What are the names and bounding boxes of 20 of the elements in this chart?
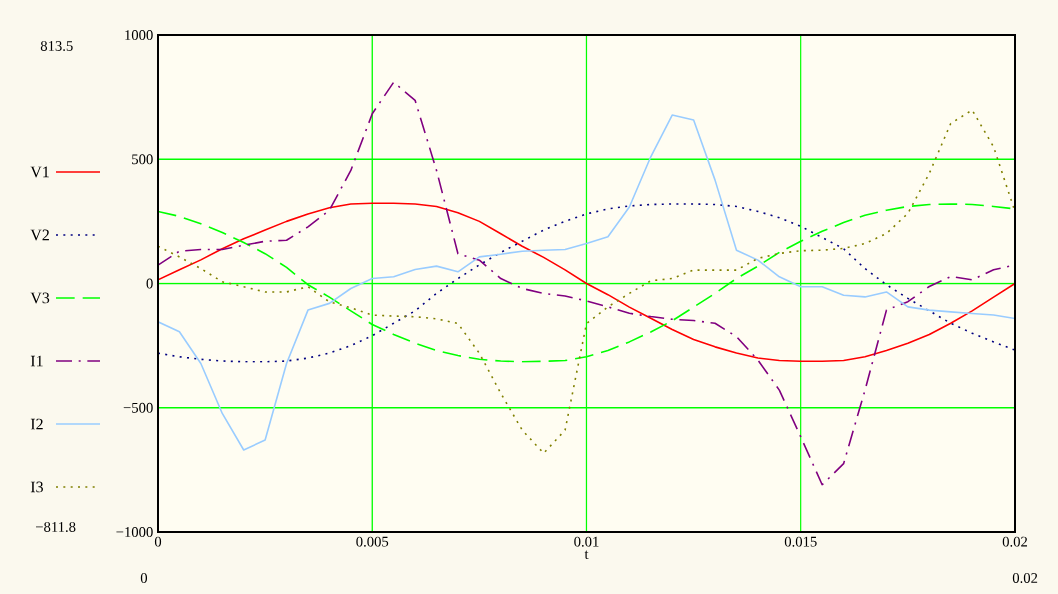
legend-label: V2: [30, 229, 49, 241]
legend-label: V1: [30, 166, 49, 178]
y-tick-label: 1000: [125, 30, 153, 40]
x-tick-label: 0: [154, 536, 162, 547]
y-tick-label: 500: [132, 154, 153, 165]
legend-label: V3: [30, 292, 50, 304]
legend-label: I2: [30, 418, 43, 430]
legend-label: I1: [30, 355, 43, 367]
y-tick-label: −500: [123, 402, 153, 413]
legend-label: I3: [30, 481, 43, 493]
text: −811.8: [36, 522, 76, 532]
x-axis-title: t: [584, 550, 589, 559]
x-tick-label: 0.005: [356, 536, 389, 547]
x-tick-label: 0.02: [1002, 536, 1028, 547]
y-tick-label: −1000: [116, 527, 153, 537]
x-tick-label: 0.015: [784, 536, 817, 547]
text: 813.5: [40, 41, 73, 51]
text: 0.02: [1012, 573, 1038, 583]
x-tick-label: 0.01: [574, 536, 599, 547]
y-tick-label: 0: [146, 278, 153, 289]
